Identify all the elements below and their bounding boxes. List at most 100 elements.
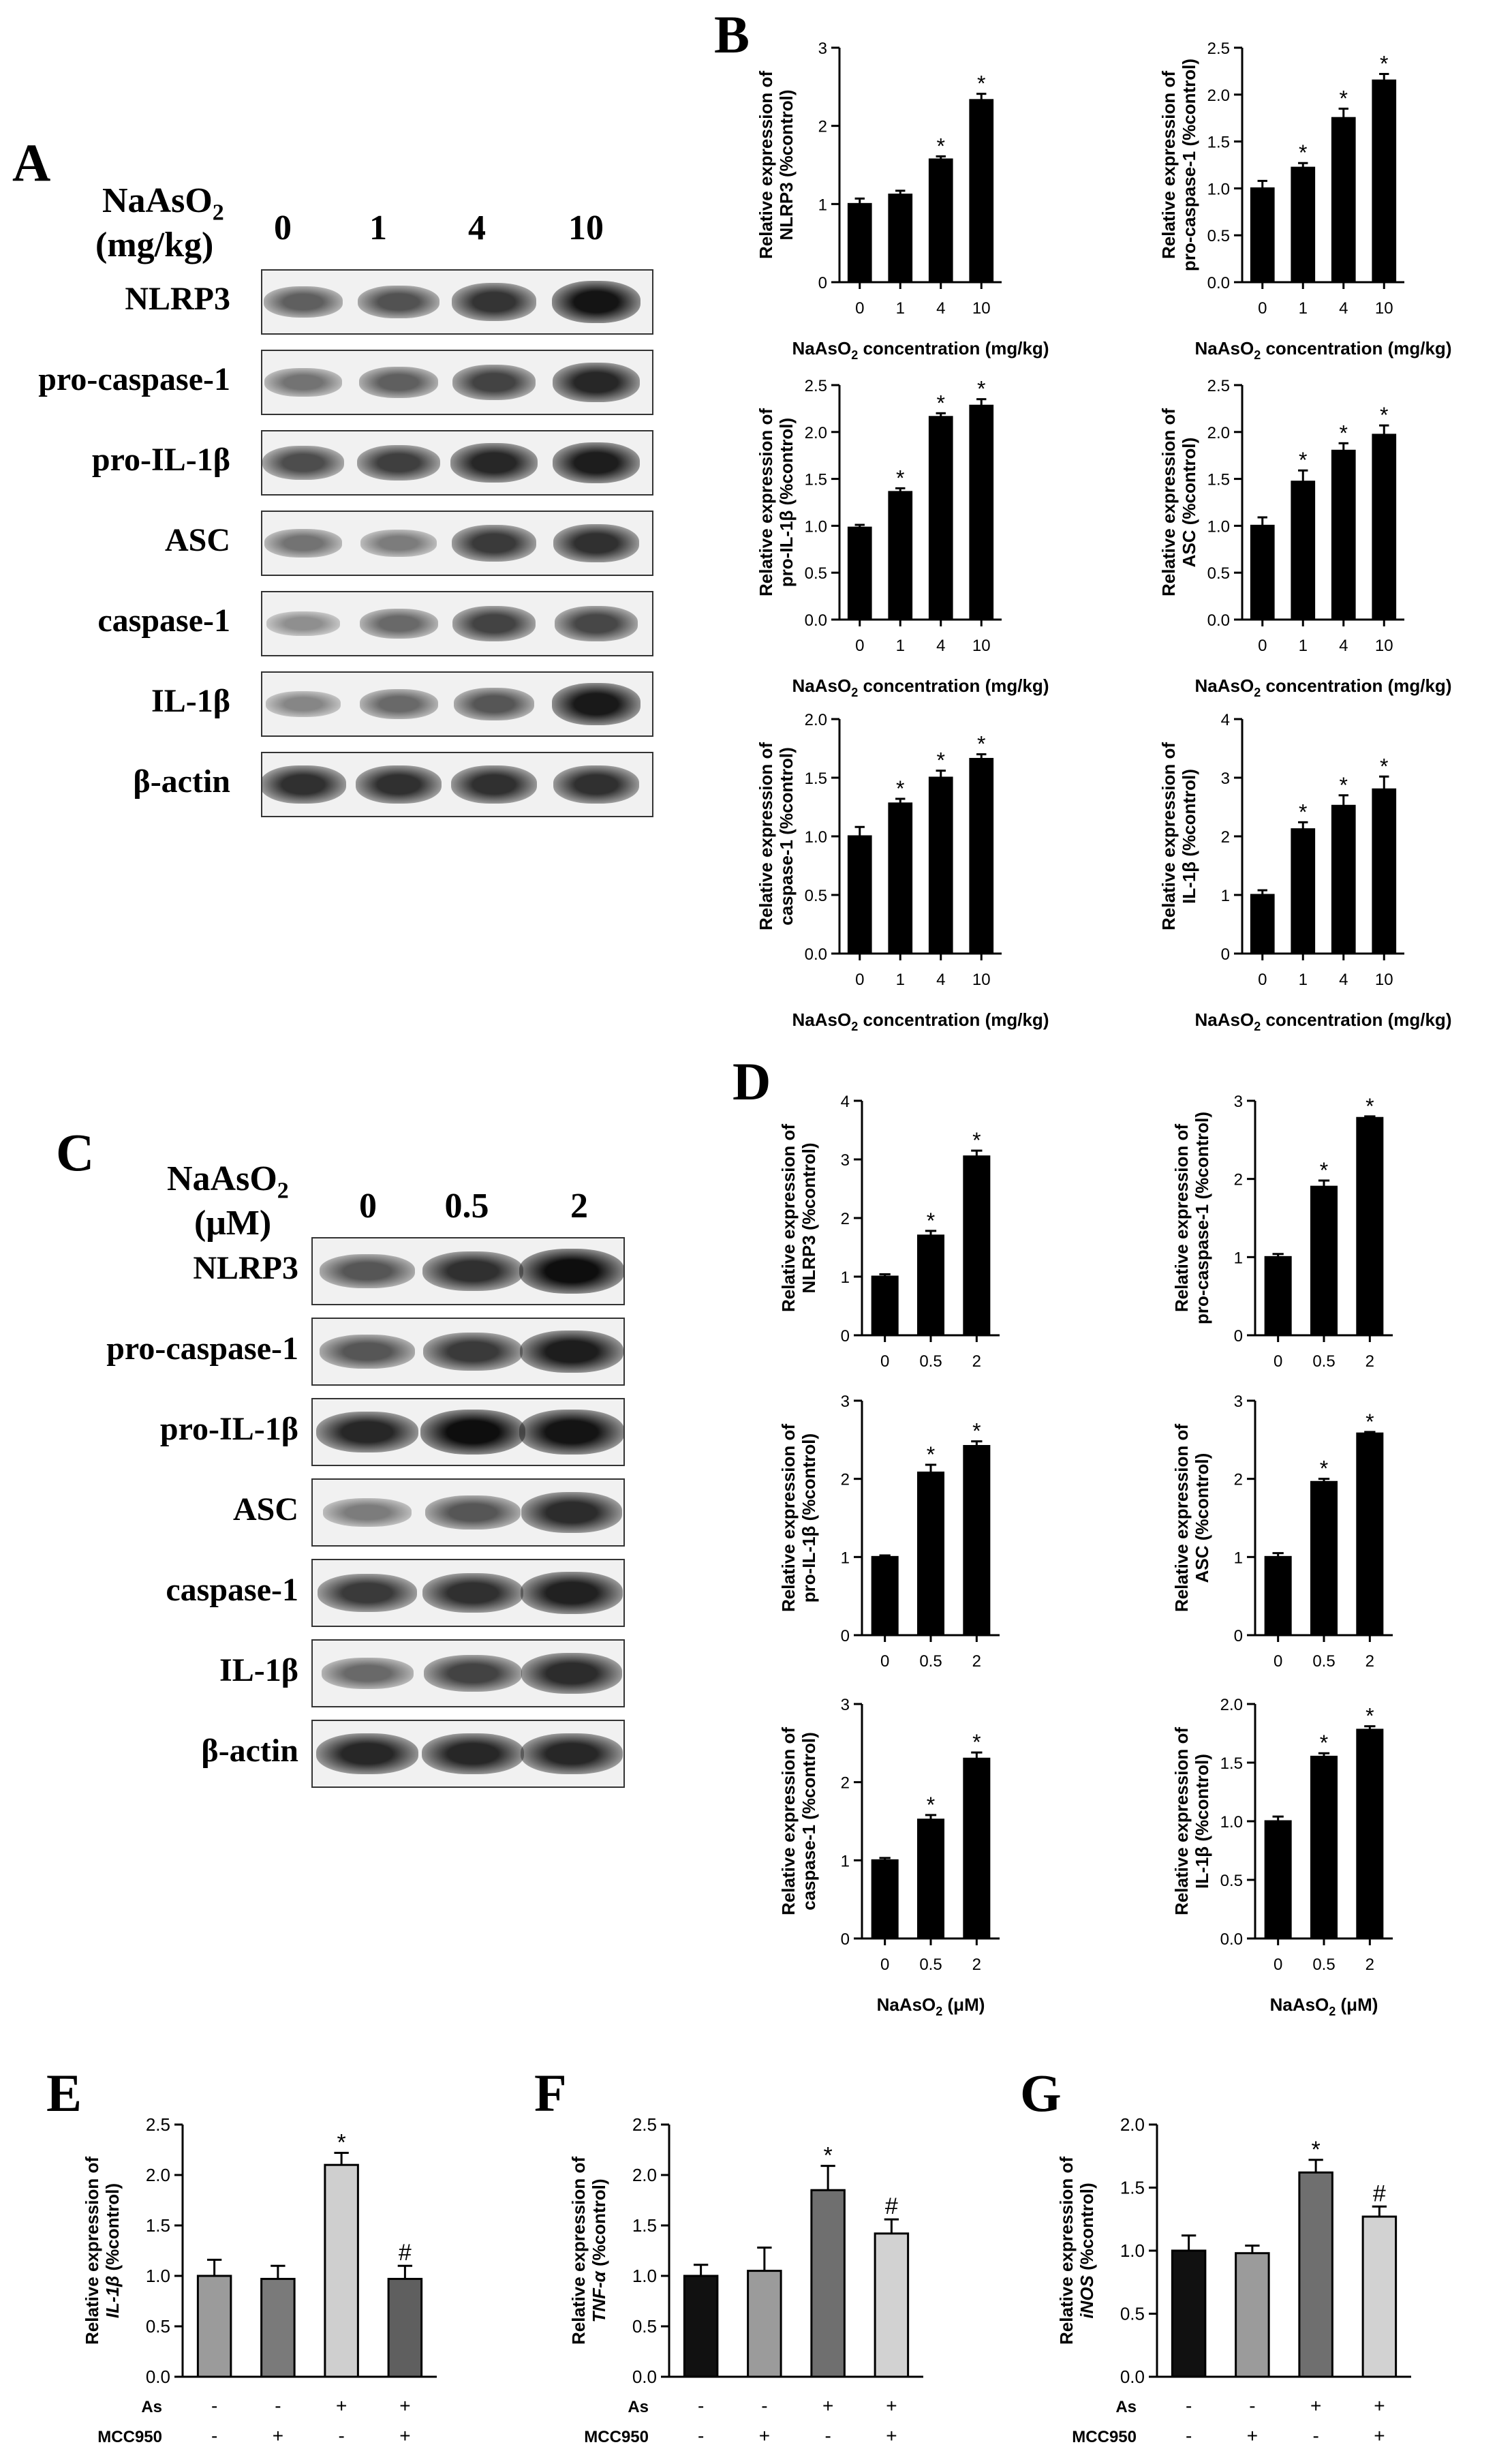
y-axis-title: Relative expression ofpro-caspase-1 (%co… — [1171, 1112, 1212, 1324]
condition-sign: - — [211, 2425, 217, 2446]
x-tick-label: 4 — [936, 299, 945, 318]
y-tick-label: 2.0 — [1120, 2114, 1145, 2135]
y-tick-label: 0.0 — [1120, 2367, 1145, 2387]
bar — [1264, 1256, 1292, 1337]
blot-strip — [311, 1559, 625, 1627]
significance-mark: * — [896, 776, 904, 801]
blot-band — [318, 1573, 417, 1613]
y-tick-label: 2 — [818, 118, 827, 136]
significance-mark: * — [1299, 800, 1307, 824]
x-tick-label: 10 — [972, 637, 991, 655]
x-tick-label: 0.5 — [1312, 1652, 1335, 1671]
x-tick-label: 0.5 — [919, 1956, 942, 1974]
blot-row-label: β-actin — [201, 1733, 298, 1769]
panel-letter-f: F — [534, 2063, 567, 2123]
chart-b: 0.0 0.5 1.0 1.5 2.0 2.5 0 * 1 * 4 * 10 NaAsO2 concent… — [1158, 377, 1451, 699]
chart-d: 0 1 2 3 4 0 * 0.5 * 2 Relative expression ofNLRP3 … — [778, 1093, 1000, 1371]
significance-mark: * — [977, 72, 985, 96]
blot-strip — [261, 269, 653, 335]
significance-mark: * — [1320, 1158, 1328, 1183]
bar — [1356, 1729, 1384, 1940]
blot-strip — [311, 1237, 625, 1305]
bar — [847, 835, 872, 955]
x-axis-title: NaAsO2 concentration (mg/kg) — [1195, 1009, 1452, 1033]
bar — [1291, 481, 1316, 621]
blot-band — [320, 1335, 415, 1369]
bar — [1171, 2249, 1207, 2378]
bar — [1331, 804, 1356, 955]
x-tick-label: 2 — [972, 1652, 981, 1671]
significance-mark: * — [337, 2129, 346, 2155]
blot-band — [358, 367, 439, 398]
blot-band — [356, 444, 441, 481]
blot-band — [551, 280, 641, 324]
significance-mark: * — [977, 377, 985, 401]
x-tick-label: 2 — [1366, 1352, 1374, 1371]
blot-row-label: IL-1β — [151, 683, 230, 719]
bar — [916, 1471, 945, 1637]
y-axis-title: Relative expression ofTNF-α (%control) — [568, 2157, 609, 2345]
bar — [1331, 449, 1356, 621]
blot-band — [521, 1653, 622, 1694]
bar — [1310, 1185, 1338, 1337]
blot-band — [450, 442, 538, 483]
blot-band — [521, 1733, 623, 1775]
condition-sign: + — [1310, 2395, 1321, 2416]
y-tick-label: 3 — [1234, 1393, 1243, 1411]
y-axis-title: Relative expression ofNLRP3 (%control) — [778, 1124, 819, 1312]
significance-mark: * — [1340, 421, 1348, 445]
blot-strip — [311, 1478, 625, 1547]
condition-label: As — [628, 2398, 649, 2416]
y-tick-label: 2.5 — [632, 2114, 657, 2135]
x-tick-label: 0.5 — [1312, 1352, 1335, 1371]
panel-letter-d: D — [732, 1052, 771, 1111]
y-tick-label: 1.0 — [805, 517, 827, 536]
dose-label-c: 0.5 — [444, 1187, 489, 1226]
y-axis-title: Relative expression ofcaspase-1 (%contro… — [756, 742, 797, 930]
blot-band — [520, 1571, 623, 1614]
blot-band — [555, 606, 638, 641]
bar — [888, 802, 913, 955]
blot-strip — [311, 1318, 625, 1386]
x-tick-label: 10 — [1375, 299, 1393, 318]
bar — [1264, 1555, 1292, 1637]
y-axis-title: Relative expression ofIL-1β (%control) — [1171, 1727, 1212, 1915]
blot-band — [552, 442, 641, 484]
x-tick-label: 0 — [1258, 299, 1267, 318]
blot-band — [424, 1654, 522, 1692]
y-axis-title: Relative expression ofIL-1β (%control) — [82, 2157, 123, 2345]
blot-band — [264, 368, 342, 397]
bar — [1250, 524, 1275, 621]
y-tick-label: 0.5 — [1120, 2304, 1145, 2324]
y-tick-label: 2.0 — [1220, 1696, 1243, 1714]
x-tick-label: 0.5 — [919, 1652, 942, 1671]
chart-d: 0.0 0.5 1.0 1.5 2.0 0 * 0.5 * 2 NaAsO2 (μM) Relativ… — [1171, 1696, 1393, 2018]
bar — [1250, 187, 1275, 284]
condition-label: As — [1115, 2398, 1137, 2416]
bar — [1250, 894, 1275, 955]
chart-b: 0.0 0.5 1.0 1.5 2.0 2.5 0 * 1 * 4 * 10 NaAsO2 concent… — [1158, 40, 1451, 362]
y-tick-label: 3 — [818, 40, 827, 58]
blot-band — [422, 1572, 523, 1613]
y-tick-label: 1.0 — [1207, 180, 1230, 198]
y-axis-title: Relative expression ofIL-1β (%control) — [1158, 742, 1199, 930]
y-tick-label: 2 — [841, 1774, 850, 1793]
significance-mark: * — [972, 1730, 981, 1754]
blot-band — [264, 529, 342, 558]
blot-row-label: caspase-1 — [97, 603, 230, 639]
condition-label: MCC950 — [584, 2428, 649, 2446]
chart-d: 0 1 2 3 0 * 0.5 * 2 Relative expression ofpro-cas… — [1171, 1093, 1393, 1371]
blot-strip — [261, 350, 653, 415]
significance-mark: * — [1299, 448, 1307, 472]
blot-band — [360, 530, 437, 557]
bar — [1291, 828, 1316, 955]
significance-mark: * — [1299, 140, 1307, 165]
significance-mark: # — [1373, 2180, 1386, 2206]
y-axis-title: Relative expression ofpro-IL-1β (%contro… — [778, 1424, 819, 1612]
y-tick-label: 2.0 — [805, 711, 827, 729]
condition-sign: - — [1312, 2425, 1318, 2446]
blot-band — [453, 688, 535, 720]
significance-mark: * — [972, 1128, 981, 1153]
bar — [928, 158, 953, 284]
blot-band — [452, 524, 536, 562]
